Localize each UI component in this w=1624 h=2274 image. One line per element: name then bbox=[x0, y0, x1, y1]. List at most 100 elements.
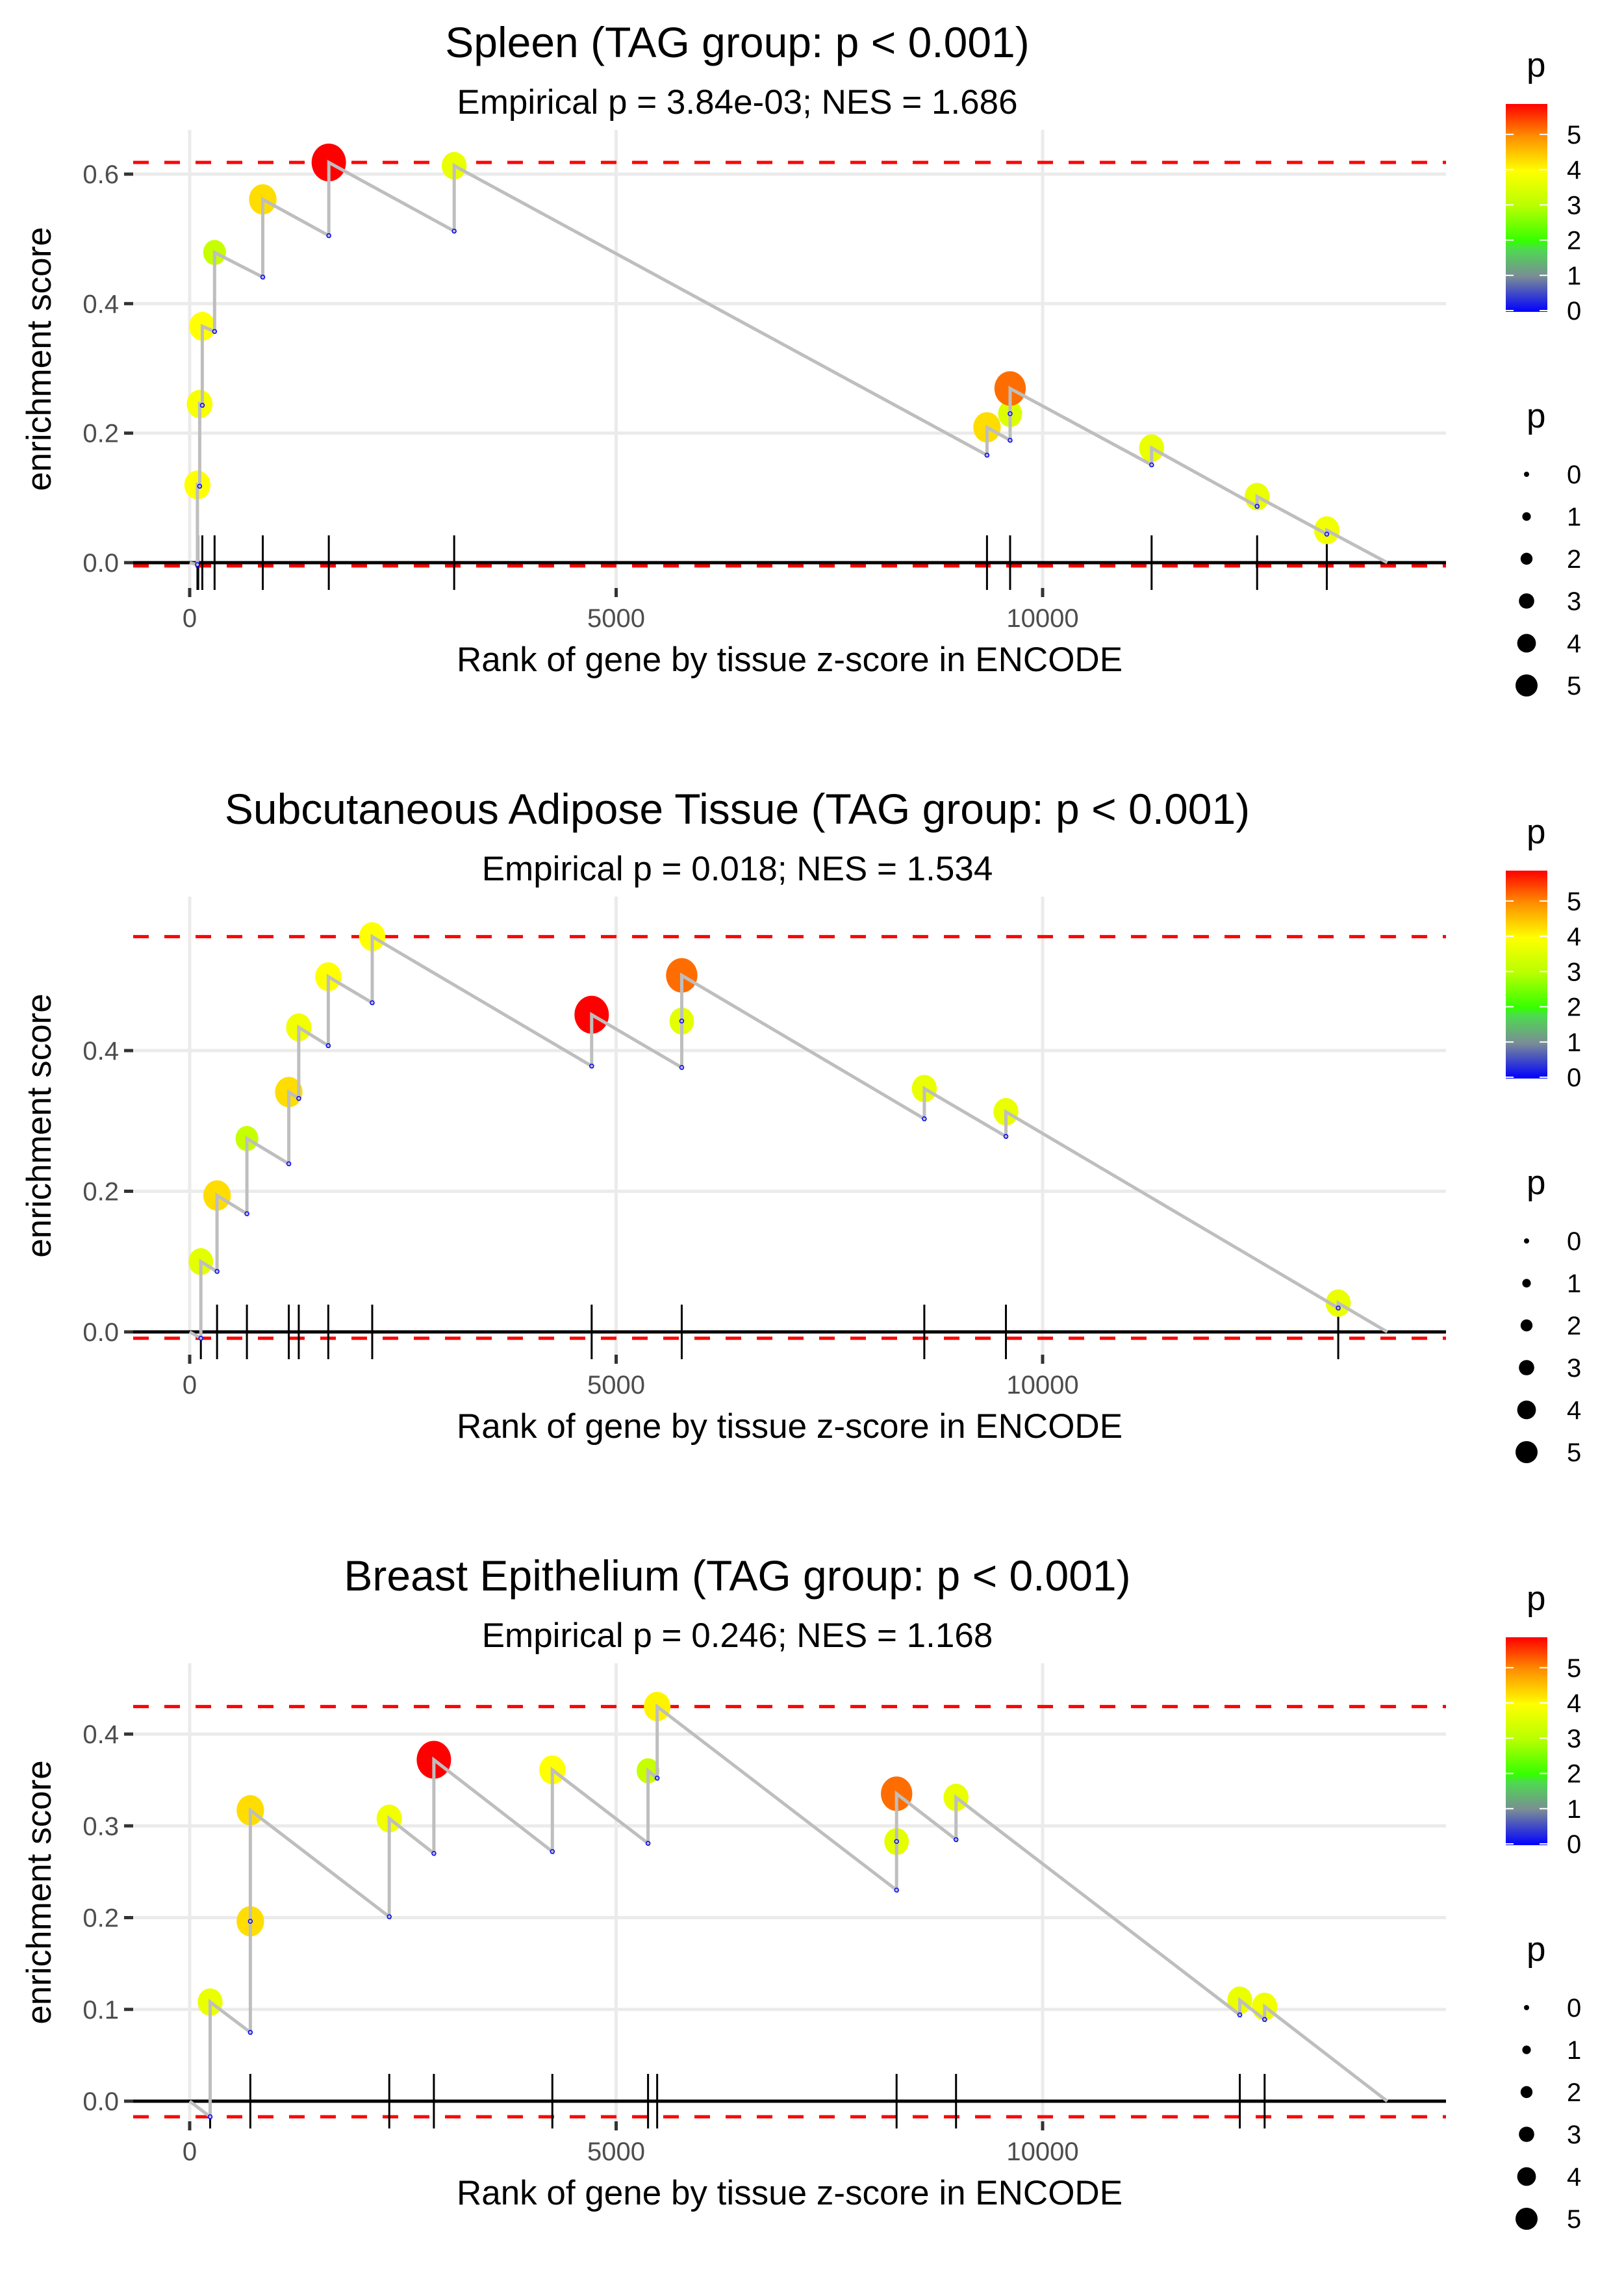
x-axis-title: Rank of gene by tissue z-score in ENCODE bbox=[457, 641, 1123, 679]
size-legend-dot bbox=[1519, 1360, 1534, 1375]
size-legend-dot bbox=[1520, 552, 1533, 565]
valley-marker bbox=[1336, 1305, 1341, 1310]
valley-marker bbox=[1262, 2017, 1267, 2023]
colorbar bbox=[1506, 871, 1547, 1079]
size-legend-dot bbox=[1517, 633, 1536, 653]
colorbar-label: 0 bbox=[1567, 1830, 1581, 1859]
valley-marker bbox=[207, 2114, 213, 2119]
size-legend-label: 0 bbox=[1567, 461, 1581, 489]
colorbar bbox=[1506, 104, 1547, 312]
valley-marker bbox=[894, 1839, 899, 1845]
valley-marker bbox=[1254, 504, 1260, 509]
size-legend-label: 1 bbox=[1567, 2036, 1581, 2065]
running-es-line bbox=[189, 159, 1388, 567]
y-axis-title: enrichment score bbox=[20, 227, 58, 491]
chart-title: Spleen (TAG group: p < 0.001) bbox=[445, 18, 1029, 66]
valley-marker bbox=[296, 1095, 301, 1101]
colorbar-label: 2 bbox=[1567, 1760, 1581, 1789]
size-legend-label: 3 bbox=[1567, 1354, 1581, 1383]
colorbar-label: 2 bbox=[1567, 993, 1581, 1022]
x-tick-label: 5000 bbox=[587, 2138, 645, 2166]
colorbar-label: 1 bbox=[1567, 1028, 1581, 1057]
size-legend: p0 1 2 3 4 5 bbox=[1516, 397, 1581, 700]
size-legend-dot bbox=[1516, 1441, 1538, 1463]
chart-title: Breast Epithelium (TAG group: p < 0.001) bbox=[344, 1552, 1130, 1600]
valley-marker bbox=[1237, 2012, 1243, 2017]
valley-markers bbox=[207, 1776, 1267, 2119]
size-legend-label: 2 bbox=[1567, 2078, 1581, 2107]
size-legend-dot bbox=[1517, 2167, 1536, 2186]
y-tick-label: 0.4 bbox=[82, 290, 119, 318]
valley-marker bbox=[199, 403, 205, 408]
colorbar-label: 5 bbox=[1567, 121, 1581, 149]
size-legend-label: 4 bbox=[1567, 1396, 1581, 1425]
valley-marker bbox=[451, 228, 457, 234]
color-legend-title: p bbox=[1527, 1579, 1545, 1618]
colorbar-label: 1 bbox=[1567, 262, 1581, 290]
colorbar-label: 3 bbox=[1567, 958, 1581, 986]
size-legend-dot bbox=[1520, 2086, 1533, 2099]
x-tick-label: 10000 bbox=[1006, 2138, 1078, 2166]
valley-marker bbox=[1008, 437, 1013, 443]
valley-marker bbox=[984, 452, 990, 458]
size-legend-label: 0 bbox=[1567, 1994, 1581, 2023]
valley-marker bbox=[654, 1776, 660, 1781]
valley-marker bbox=[679, 1018, 685, 1024]
colorbar-label: 4 bbox=[1567, 156, 1581, 185]
valley-marker bbox=[431, 1850, 437, 1856]
chart-subtitle: Empirical p = 3.84e-03; NES = 1.686 bbox=[457, 83, 1017, 121]
valley-marker bbox=[1324, 531, 1330, 537]
size-legend-label: 3 bbox=[1567, 2121, 1581, 2149]
colorbar-label: 4 bbox=[1567, 1689, 1581, 1718]
colorbar-label: 1 bbox=[1567, 1795, 1581, 1824]
size-legend-title: p bbox=[1527, 1164, 1545, 1202]
size-legend-label: 5 bbox=[1567, 2205, 1581, 2234]
valley-marker bbox=[370, 1000, 375, 1006]
colorbar-label: 3 bbox=[1567, 191, 1581, 220]
x-tick-label: 10000 bbox=[1006, 604, 1078, 633]
rug bbox=[199, 1305, 1339, 1359]
size-legend-dot bbox=[1524, 2005, 1529, 2010]
colorbar-label: 2 bbox=[1567, 227, 1581, 255]
color-legend: p 5 4 3 2 1 0 bbox=[1506, 1579, 1581, 1859]
valley-markers bbox=[198, 1000, 1341, 1341]
size-legend-label: 1 bbox=[1567, 503, 1581, 531]
valley-marker bbox=[387, 1914, 392, 1919]
size-legend-label: 0 bbox=[1567, 1227, 1581, 1256]
valley-marker bbox=[195, 562, 200, 567]
panel-3: Breast Epithelium (TAG group: p < 0.001)… bbox=[20, 1552, 1581, 2234]
size-legend-label: 3 bbox=[1567, 587, 1581, 616]
size-legend-label: 2 bbox=[1567, 1312, 1581, 1340]
x-tick-label: 0 bbox=[183, 604, 197, 633]
valley-marker bbox=[953, 1837, 959, 1843]
y-axis-title: enrichment score bbox=[20, 1760, 58, 2025]
hit-points bbox=[188, 922, 1351, 1317]
size-legend-dot bbox=[1519, 2127, 1534, 2142]
x-axis: 0 5000 10000 bbox=[183, 2121, 1079, 2166]
chart-subtitle: Empirical p = 0.018; NES = 1.534 bbox=[482, 850, 993, 888]
valley-marker bbox=[197, 483, 203, 489]
valley-marker bbox=[247, 1919, 253, 1924]
valley-marker bbox=[214, 1269, 220, 1274]
x-axis: 0 5000 10000 bbox=[183, 588, 1079, 633]
size-legend-dot bbox=[1516, 2208, 1538, 2230]
valley-marker bbox=[1003, 1134, 1009, 1139]
panel-2: Subcutaneous Adipose Tissue (TAG group: … bbox=[20, 785, 1581, 1467]
running-es-line bbox=[188, 934, 1388, 1341]
y-tick-label: 0.4 bbox=[82, 1720, 119, 1749]
x-tick-label: 0 bbox=[183, 2138, 197, 2166]
color-legend: p 5 4 3 2 1 0 bbox=[1506, 813, 1581, 1092]
colorbar bbox=[1506, 1637, 1547, 1845]
x-tick-label: 10000 bbox=[1006, 1371, 1078, 1399]
valley-markers bbox=[195, 228, 1330, 567]
colorbar-label: 5 bbox=[1567, 1654, 1581, 1683]
size-legend-dot bbox=[1519, 593, 1534, 609]
size-legend-dot bbox=[1522, 2045, 1531, 2054]
y-tick-label: 0.3 bbox=[82, 1812, 119, 1841]
y-tick-label: 0.1 bbox=[82, 1996, 119, 2025]
valley-marker bbox=[922, 1116, 927, 1121]
x-axis-title: Rank of gene by tissue z-score in ENCODE bbox=[457, 2174, 1123, 2212]
size-legend-title: p bbox=[1527, 1930, 1545, 1969]
size-legend-label: 2 bbox=[1567, 545, 1581, 574]
